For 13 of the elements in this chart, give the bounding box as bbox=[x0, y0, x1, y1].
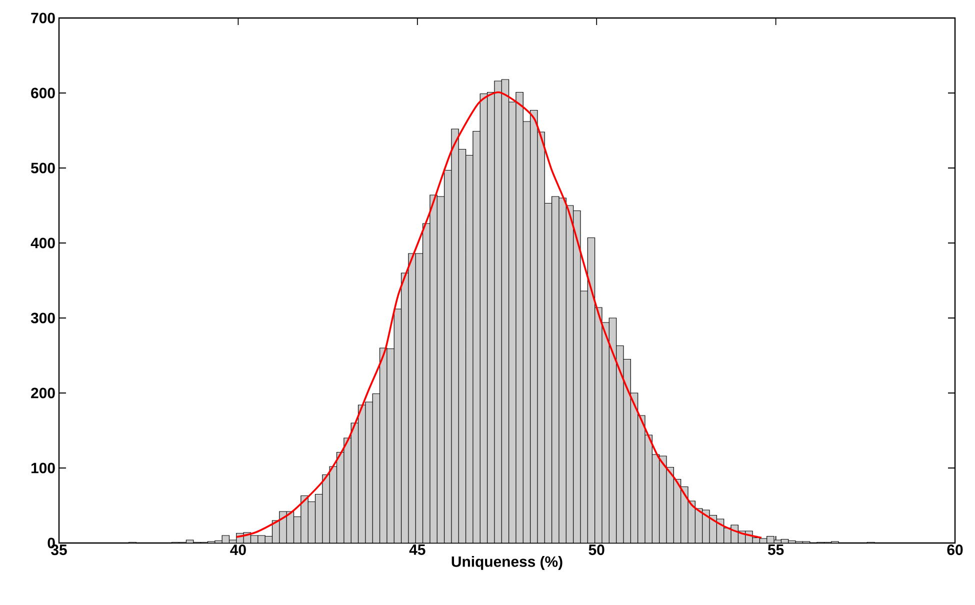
x-tick-label: 40 bbox=[230, 544, 246, 556]
y-tick-label: 100 bbox=[31, 462, 55, 474]
y-tick-label: 300 bbox=[30, 312, 55, 324]
x-tick-label: 50 bbox=[588, 544, 604, 556]
y-tick-label: 700 bbox=[31, 12, 55, 24]
y-tick-label: 500 bbox=[31, 162, 55, 174]
y-tick-label: 200 bbox=[31, 388, 55, 398]
x-axis-title: Uniqueness (%) bbox=[452, 556, 562, 570]
y-tick-label: 400 bbox=[30, 238, 55, 248]
y-tick-label: 600 bbox=[31, 88, 55, 98]
x-tick-label: 45 bbox=[409, 544, 426, 555]
x-tick-label: 55 bbox=[768, 544, 784, 555]
x-tick-label: 60 bbox=[947, 544, 963, 556]
